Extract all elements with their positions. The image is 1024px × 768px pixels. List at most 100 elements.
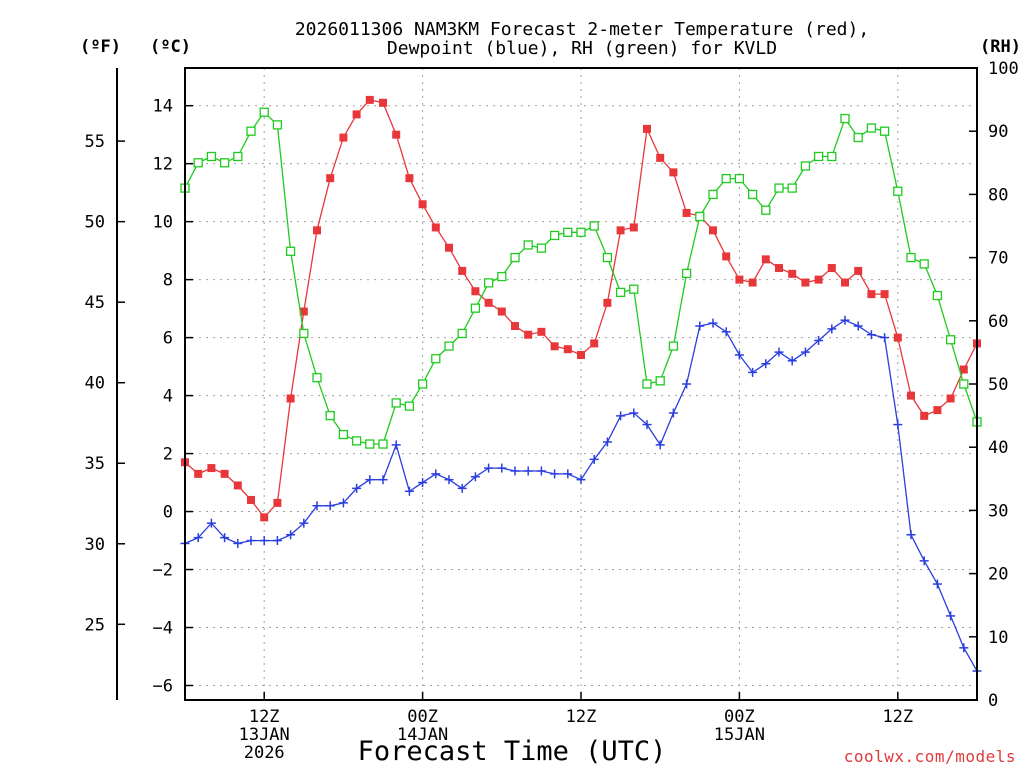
temperature-point bbox=[946, 394, 955, 403]
temperature-point bbox=[722, 252, 731, 261]
temperature-point bbox=[959, 365, 968, 374]
temperature-point bbox=[827, 264, 836, 273]
chart-title-line1: 2026011306 NAM3KM Forecast 2-meter Tempe… bbox=[295, 19, 869, 40]
rh-point bbox=[734, 173, 745, 184]
rh-point bbox=[365, 439, 375, 449]
rh-point bbox=[681, 268, 692, 279]
source-credit: coolwx.com/models bbox=[844, 747, 1016, 766]
temperature-point bbox=[194, 469, 203, 478]
temperature-point bbox=[247, 495, 255, 504]
dewpoint-point bbox=[523, 466, 533, 476]
rh-point bbox=[827, 151, 837, 162]
dewpoint-point bbox=[853, 321, 863, 331]
dewpoint-point bbox=[814, 336, 824, 346]
dewpoint-point bbox=[787, 356, 797, 366]
rh-point bbox=[246, 126, 256, 136]
fahrenheit-tick-label: 25 bbox=[85, 615, 105, 635]
dewpoint-point bbox=[616, 411, 626, 421]
dewpoint-point bbox=[444, 475, 454, 485]
chart-title: 2026011306 NAM3KM Forecast 2-meter Tempe… bbox=[295, 19, 869, 59]
rh-point bbox=[325, 410, 335, 421]
temperature-point bbox=[880, 290, 889, 299]
dewpoint-point bbox=[259, 536, 269, 546]
x-tick-label: 12Z bbox=[249, 707, 280, 727]
x-tick-label: 14JAN bbox=[397, 725, 448, 745]
celsius-tick-label: 8 bbox=[163, 271, 173, 291]
dewpoint-point bbox=[708, 318, 718, 328]
rh-point bbox=[299, 328, 309, 339]
rh-point bbox=[840, 113, 850, 124]
temperature-point bbox=[471, 287, 480, 296]
rh-tick-label: 100 bbox=[988, 59, 1019, 79]
rh-point bbox=[510, 252, 520, 263]
rh-point bbox=[483, 278, 494, 288]
celsius-tick-label: 14 bbox=[153, 97, 173, 117]
dewpoint-point bbox=[668, 408, 678, 418]
rh-point bbox=[932, 290, 943, 301]
dewpoint-point bbox=[893, 420, 903, 430]
rh-point bbox=[351, 436, 362, 446]
rh-point bbox=[193, 158, 203, 168]
celsius-tick-label: 2 bbox=[163, 445, 173, 465]
rh-point bbox=[695, 211, 705, 222]
dewpoint-series bbox=[180, 315, 982, 676]
temperature-point bbox=[854, 266, 863, 275]
temperature-point bbox=[761, 255, 770, 264]
rh-tick-label: 40 bbox=[988, 438, 1008, 458]
dewpoint-point bbox=[404, 486, 414, 496]
temperature-point bbox=[260, 513, 269, 522]
dewpoint-point bbox=[457, 483, 467, 493]
temperature-point bbox=[933, 406, 942, 415]
rh-point bbox=[391, 398, 401, 408]
rh-tick-label: 90 bbox=[988, 122, 1008, 142]
temperature-point bbox=[418, 200, 427, 209]
temperature-point bbox=[577, 351, 585, 360]
rh-point bbox=[774, 183, 784, 193]
temperature-point bbox=[643, 124, 651, 133]
rh-point bbox=[787, 183, 797, 193]
grid-lines bbox=[185, 68, 977, 700]
rh-tick-label: 50 bbox=[988, 375, 1008, 395]
rh-point bbox=[945, 335, 956, 345]
rh-point bbox=[536, 243, 547, 253]
rh-point bbox=[919, 259, 929, 269]
dewpoint-point bbox=[919, 556, 929, 566]
dewpoint-point bbox=[338, 498, 348, 508]
celsius-tick-label: 0 bbox=[163, 503, 173, 523]
rh-point bbox=[747, 189, 758, 200]
temperature-point bbox=[814, 275, 823, 284]
dewpoint-point bbox=[193, 533, 203, 543]
dewpoint-point bbox=[286, 530, 296, 540]
temperature-point bbox=[286, 394, 295, 403]
x-tick-label: 15JAN bbox=[714, 725, 765, 745]
rh-point bbox=[906, 252, 916, 263]
rh-point bbox=[497, 271, 507, 282]
rh-point bbox=[404, 401, 415, 411]
dewpoint-point bbox=[470, 472, 480, 482]
fahrenheit-tick-label: 40 bbox=[85, 374, 105, 394]
dewpoint-point bbox=[946, 611, 956, 621]
dewpoint-point bbox=[866, 330, 876, 340]
rh-point bbox=[853, 132, 863, 143]
rh-point bbox=[576, 227, 586, 237]
dewpoint-point bbox=[734, 350, 744, 360]
dewpoint-point bbox=[233, 538, 243, 548]
fahrenheit-tick-label: 45 bbox=[85, 293, 105, 313]
dewpoint-point bbox=[827, 324, 837, 334]
dewpoint-point bbox=[682, 379, 692, 389]
temperature-point bbox=[352, 110, 361, 119]
temperature-point bbox=[233, 481, 242, 490]
rh-point bbox=[417, 379, 428, 389]
dewpoint-point bbox=[576, 475, 586, 485]
dewpoint-point bbox=[246, 536, 256, 546]
temperature-point bbox=[563, 345, 572, 354]
x-tick-label: 00Z bbox=[724, 707, 755, 727]
rh-point bbox=[312, 373, 322, 383]
rh-point bbox=[959, 379, 969, 389]
dewpoint-point bbox=[959, 643, 969, 653]
rh-point bbox=[893, 186, 903, 196]
rh-point bbox=[563, 227, 573, 237]
rh-point bbox=[602, 252, 613, 263]
temperature-point bbox=[220, 469, 229, 478]
